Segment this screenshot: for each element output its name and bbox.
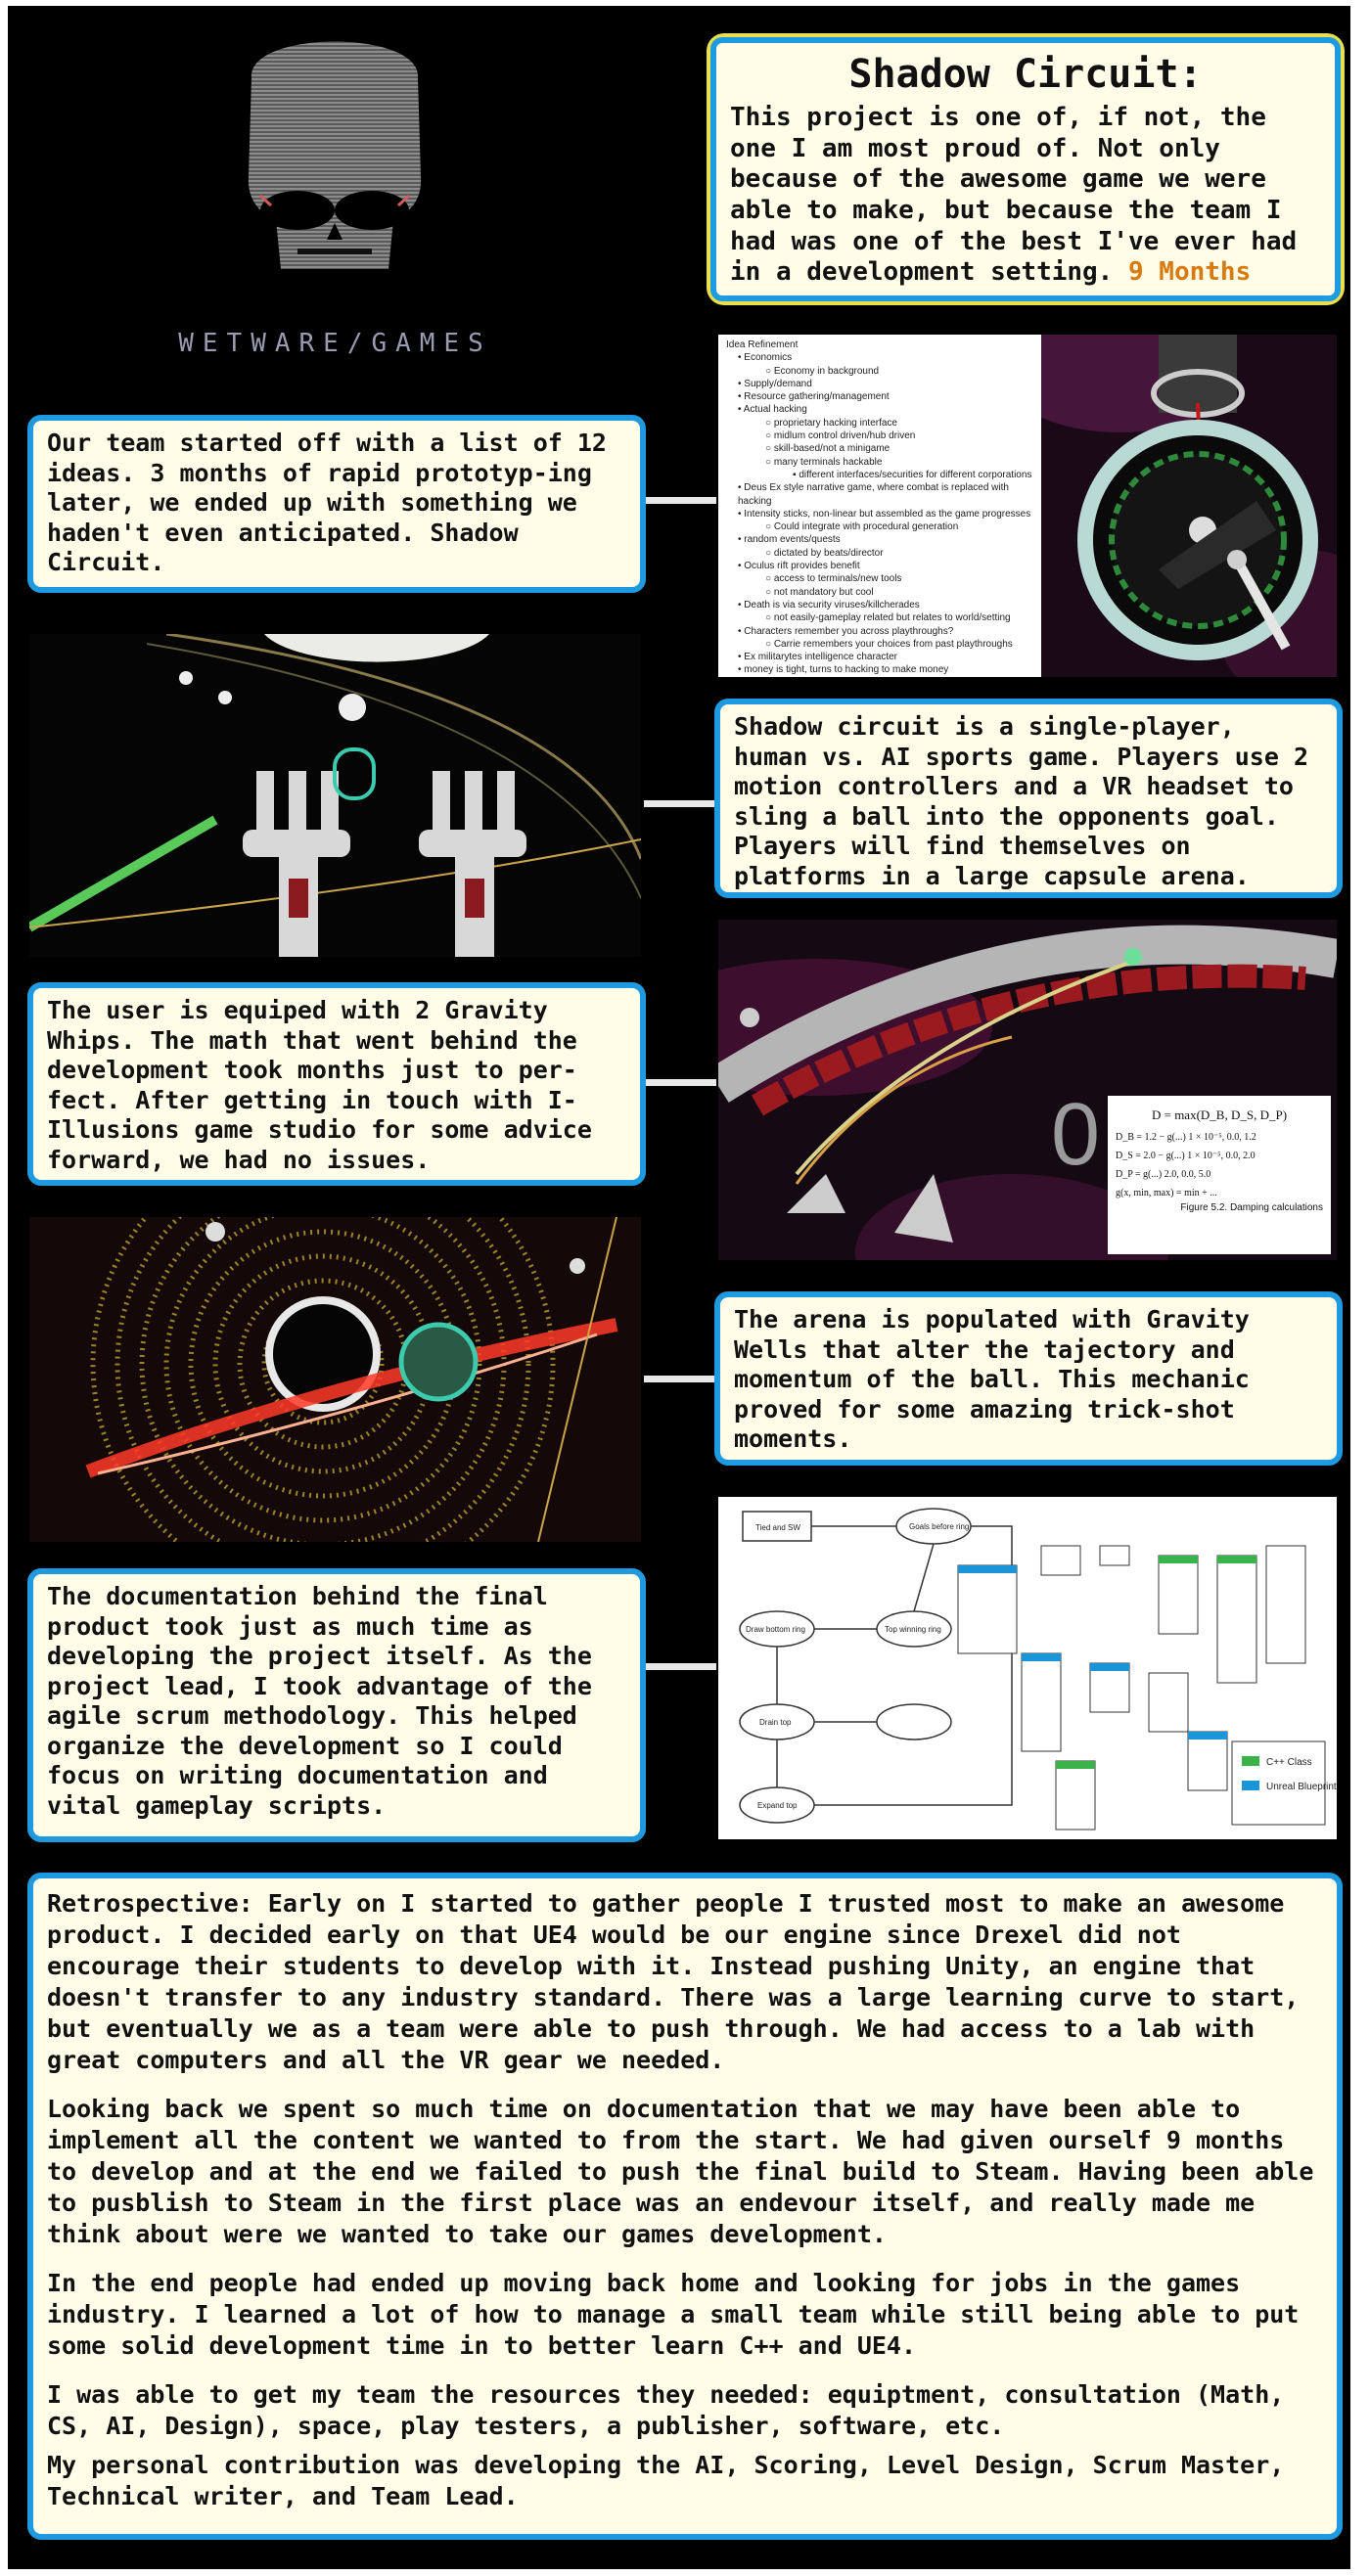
gravity-well-screenshot bbox=[29, 1217, 641, 1542]
retrospective-paragraph: Retrospective: Early on I started to gat… bbox=[47, 1889, 1300, 2074]
idea-doc-item: • Economics bbox=[738, 352, 793, 364]
idea-doc-item: • money is tight, turns to hacking to ma… bbox=[738, 664, 949, 676]
formula-line: D = max(D_B, D_S, D_P) bbox=[1151, 1107, 1288, 1122]
diagram-legend: C++ Class Unreal Blueprint bbox=[1231, 1740, 1337, 1826]
section-ideas-text: Our team started off with a list of 12 i… bbox=[47, 429, 607, 576]
formula-line: D_S = 2.0 − g(...) 1 × 10⁻⁵, 0.0, 2.0 bbox=[1116, 1150, 1256, 1161]
skull-icon bbox=[248, 41, 422, 269]
section-gameplay-box: Shadow circuit is a single-player, human… bbox=[714, 699, 1343, 898]
idea-doc-item: ○ Could integrate with procedural genera… bbox=[765, 521, 959, 533]
diagram-node: Draw bottom ring bbox=[746, 1625, 805, 1634]
retrospective-box: Retrospective: Early on I started to gat… bbox=[27, 1873, 1343, 2540]
figure-caption: Figure 5.2. Damping calculations bbox=[1180, 1201, 1323, 1213]
section-gravity-wells-text: The arena is populated with Gravity Well… bbox=[734, 1305, 1250, 1453]
idea-doc-item: ○ access to terminals/new tools bbox=[765, 573, 902, 585]
idea-doc-item: ○ many terminals hackable bbox=[765, 456, 883, 468]
duration-label: 9 Months bbox=[1128, 257, 1252, 288]
idea-doc-list: • Economics ○ Economy in background • Supp… bbox=[726, 351, 1033, 677]
retrospective-paragraph: Looking back we spent so much time on do… bbox=[47, 2095, 1314, 2248]
section-ideas-box: Our team started off with a list of 12 i… bbox=[27, 415, 646, 593]
studio-logo: WETWARE/GAMES bbox=[29, 39, 641, 377]
whip-math-screenshot: 0 D = max(D_B, D_S, D_P) D_B = 1.2 − g(.… bbox=[718, 920, 1337, 1260]
idea-doc-item: • Oculus rift provides benefit bbox=[738, 561, 860, 572]
state-machine-diagram: Tied and SW Goals before ring Draw botto… bbox=[718, 1497, 1337, 1839]
retrospective-paragraph: In the end people had ended up moving ba… bbox=[47, 2269, 1300, 2360]
idea-doc-item: ▪ different interfaces/securities for di… bbox=[793, 469, 1032, 480]
idea-doc-item: ○ midlum control driven/hub driven bbox=[765, 430, 916, 442]
legend-label: Unreal Blueprint bbox=[1266, 1782, 1337, 1792]
idea-doc-item: • Actual hacking bbox=[738, 404, 807, 416]
idea-doc-item: • Deus Ex style narrative game, where co… bbox=[738, 482, 1009, 507]
idea-doc-item: ○ not mandatory but cool bbox=[765, 586, 874, 598]
idea-doc-item: • Characters remember you across playthr… bbox=[738, 625, 954, 637]
idea-doc-item: • Supply/demand bbox=[738, 378, 812, 389]
legend-label: C++ Class bbox=[1266, 1757, 1312, 1768]
idea-doc-heading: Idea Refinement bbox=[726, 339, 799, 350]
section-whips-text: The user is equiped with 2 Gravity Whips… bbox=[47, 996, 592, 1174]
connector-line bbox=[646, 1079, 716, 1086]
idea-doc-item: • Intensity sticks, non-linear but assem… bbox=[738, 508, 1031, 520]
section-documentation-box: The documentation behind the final produ… bbox=[27, 1568, 646, 1842]
section-gameplay-text: Shadow circuit is a single-player, human… bbox=[734, 712, 1308, 890]
idea-doc-item: • Death is via security viruses/killcher… bbox=[738, 599, 920, 610]
retrospective-paragraph: I was able to get my team the resources … bbox=[47, 2380, 1285, 2440]
connector-line bbox=[646, 1663, 716, 1670]
idea-refinement-doc: Idea Refinement • Economics ○ Economy in … bbox=[718, 335, 1041, 677]
formula-line: g(x, min, max) = min + ... bbox=[1116, 1187, 1217, 1198]
svg-text:0: 0 bbox=[1051, 1086, 1100, 1184]
page-title: Shadow Circuit: bbox=[848, 52, 1203, 97]
diagram-node: Goals before ring bbox=[909, 1522, 969, 1531]
connector-line bbox=[644, 800, 718, 807]
connector-line bbox=[646, 497, 716, 504]
connector-line bbox=[644, 1376, 718, 1382]
intro-box: Shadow Circuit: This project is one of, … bbox=[707, 33, 1345, 305]
idea-doc-item: • Resource gathering/management bbox=[738, 391, 890, 403]
damping-formulas: D = max(D_B, D_S, D_P) D_B = 1.2 − g(...… bbox=[1108, 1096, 1331, 1254]
idea-doc-item: • random events/quests bbox=[738, 534, 841, 546]
diagram-node: Tied and SW bbox=[755, 1523, 800, 1532]
arena-goal-screenshot bbox=[1041, 335, 1337, 677]
idea-doc-item: ○ dictated by beats/director bbox=[765, 547, 884, 559]
section-documentation-text: The documentation behind the final produ… bbox=[47, 1582, 592, 1820]
idea-doc-item: ○ Carrie remembers your choices from pas… bbox=[765, 638, 1013, 650]
retrospective-paragraph: My personal contribution was developing … bbox=[47, 2451, 1285, 2510]
idea-doc-item: ○ skill-based/not a minigame bbox=[765, 443, 890, 455]
intro-text: This project is one of, if not, the one … bbox=[730, 102, 1298, 288]
section-gravity-wells-box: The arena is populated with Gravity Well… bbox=[714, 1291, 1343, 1466]
idea-doc-item: ○ proprietary hacking interface bbox=[765, 417, 897, 429]
diagram-node: Top winning ring bbox=[885, 1625, 941, 1634]
studio-name: WETWARE/GAMES bbox=[178, 329, 492, 358]
idea-doc-item: ○ Economy in background bbox=[765, 365, 880, 377]
section-whips-box: The user is equiped with 2 Gravity Whips… bbox=[27, 982, 646, 1186]
players-screenshot bbox=[29, 634, 641, 957]
formula-line: D_B = 1.2 − g(...) 1 × 10⁻⁵, 0.0, 1.2 bbox=[1116, 1131, 1256, 1143]
formula-line: D_P = g(...) 2.0, 0.0, 5.0 bbox=[1116, 1168, 1211, 1180]
diagram-node: Drain top bbox=[759, 1718, 792, 1727]
idea-doc-item: ○ not easily-gameplay related but relate… bbox=[765, 612, 1011, 624]
diagram-node: Expand top bbox=[757, 1801, 798, 1810]
idea-doc-item: • Ex militarytes intelligence character bbox=[738, 652, 898, 663]
